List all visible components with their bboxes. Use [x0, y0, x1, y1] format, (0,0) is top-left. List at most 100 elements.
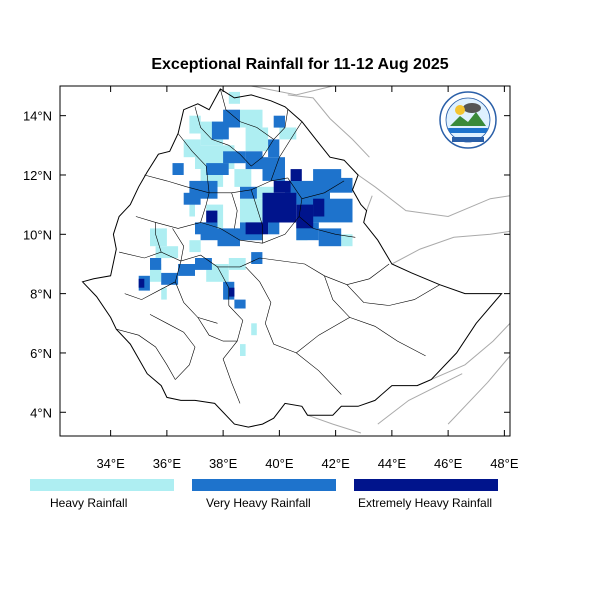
admin-boundary-19	[116, 328, 176, 380]
heavy-rainfall-cell-17	[228, 258, 246, 270]
very-heavy-rainfall-cell-3	[245, 151, 263, 170]
admin-boundary-9	[149, 314, 196, 380]
admin-boundary-20	[217, 266, 230, 306]
very-heavy-rainfall-cell-12	[217, 228, 240, 247]
agency-logo	[439, 91, 497, 149]
neighbor-line-5	[417, 322, 510, 387]
x-tick-label-7: 48°E	[490, 456, 519, 471]
heavy-rainfall-cell-24	[189, 204, 195, 217]
heavy-rainfall-cell-14	[150, 264, 162, 282]
heavy-rainfall-cell-2	[240, 109, 263, 128]
extreme-rainfall-cell-2	[245, 222, 269, 235]
admin-boundary-13	[231, 192, 238, 229]
heavy-rainfall-cell-12	[150, 228, 167, 247]
very-heavy-rainfall-cell-18	[268, 139, 280, 158]
legend-swatch-heavy	[30, 479, 174, 491]
y-tick-label-5: 14°N	[23, 109, 52, 124]
legend-swatch-extreme	[354, 479, 498, 491]
neighbor-line-0	[287, 94, 370, 158]
very-heavy-rainfall-cell-4	[262, 157, 285, 181]
heavy-rainfall-cell-11	[256, 186, 274, 199]
ethiopia-outline	[81, 88, 503, 428]
extreme-rainfall-cell-3	[273, 180, 291, 193]
x-tick-label-2: 38°E	[209, 456, 238, 471]
map-frame	[59, 85, 511, 437]
extreme-rainfall-cell-8	[290, 169, 302, 181]
very-heavy-rainfall-cell-2	[223, 151, 246, 164]
x-tick-label-4: 42°E	[321, 456, 350, 471]
axis-ticks: 34°E 36°E 38°E 40°E 42°E 44°E 46°E 48°E 4°N 6°N 8°…	[23, 86, 519, 471]
admin-boundary-24	[270, 121, 303, 182]
extreme-rainfall-cell-0	[262, 192, 297, 223]
legend-label-heavy: Heavy Rainfall	[50, 496, 128, 510]
x-tick-label-5: 44°E	[378, 456, 407, 471]
admin-boundary-0	[194, 106, 289, 167]
very-heavy-rainfall-cell-20	[150, 258, 162, 270]
admin-boundary-12	[177, 133, 210, 193]
admin-boundary-14	[250, 189, 263, 244]
very-heavy-rainfall-cell-30	[172, 163, 184, 175]
admin-boundary-10	[124, 281, 176, 300]
admin-boundary-21	[155, 222, 162, 253]
extreme-rainfall-cell-6	[228, 287, 235, 297]
y-tick-label-4: 12°N	[23, 168, 52, 183]
admin-boundary-6	[245, 266, 342, 395]
very-heavy-rainfall-cell-17	[273, 115, 285, 128]
heavy-rainfall-cell-15	[161, 287, 167, 300]
neighbor-boundaries	[251, 86, 510, 434]
extreme-rainfall-cell-5	[138, 278, 145, 288]
admin-boundary-15	[324, 275, 426, 357]
very-heavy-rainfall-cell-24	[195, 258, 212, 270]
admin-boundary-1	[144, 174, 288, 194]
heavy-rainfall-cell-6	[189, 115, 201, 134]
heavy-rainfall-cell-20	[240, 344, 246, 356]
admin-boundary-16	[346, 284, 440, 306]
neighbor-line-4	[307, 414, 362, 434]
heavy-rainfall-cell-8	[234, 169, 252, 187]
extreme-rainfall-cell-4	[313, 198, 325, 217]
heavy-rainfall-cell-5	[183, 139, 201, 158]
x-tick-label-1: 36°E	[153, 456, 182, 471]
very-heavy-rainfall-cell-19	[240, 186, 257, 199]
admin-boundary-11	[197, 317, 238, 342]
country-border	[81, 88, 503, 428]
heavy-rainfall-cell-22	[341, 234, 353, 247]
heavy-rainfall-cell-4	[279, 127, 297, 140]
neighbor-line-1	[357, 174, 510, 218]
heavy-rainfall-cell-3	[245, 127, 269, 152]
admin-boundary-23	[200, 192, 210, 223]
very-heavy-rainfall-cell-28	[268, 222, 280, 235]
very-heavy-rainfall-cell-6	[313, 169, 342, 181]
y-tick-label-0: 4°N	[30, 405, 52, 420]
neighbor-line-2	[366, 195, 373, 211]
legend-label-very-heavy: Very Heavy Rainfall	[206, 496, 311, 510]
neighbor-line-6	[377, 373, 463, 425]
admin-boundary-4	[119, 251, 260, 268]
very-heavy-rainfall-cell-16	[223, 109, 240, 128]
x-tick-label-3: 40°E	[265, 456, 294, 471]
admin-boundary-18	[301, 180, 345, 199]
extreme-rainfall-cell-7	[206, 210, 218, 223]
very-heavy-rainfall-cell-22	[161, 272, 179, 285]
y-tick-label-1: 6°N	[30, 346, 52, 361]
very-heavy-rainfall-cell-14	[183, 192, 201, 205]
neighbor-line-3	[391, 230, 510, 265]
extreme-rainfall-cell-1	[296, 204, 314, 229]
x-tick-label-6: 46°E	[434, 456, 463, 471]
y-tick-label-2: 8°N	[30, 287, 52, 302]
legend-swatch-very-heavy	[192, 479, 336, 491]
legend-label-extreme: Extremely Heavy Rainfall	[358, 496, 493, 510]
admin-boundary-8	[222, 305, 244, 404]
map-title: Exceptional Rainfall for 11-12 Aug 2025	[151, 56, 449, 73]
very-heavy-rainfall-cell-10	[318, 228, 342, 247]
very-heavy-rainfall-cell-29	[195, 222, 207, 235]
admin-boundary-22	[220, 88, 274, 140]
admin-boundaries	[116, 88, 440, 404]
x-tick-label-0: 34°E	[96, 456, 125, 471]
heavy-rainfall-cell-13	[155, 246, 179, 259]
heavy-rainfall-cell-18	[189, 240, 201, 253]
very-heavy-rainfall-cell-1	[206, 163, 229, 175]
neighbor-line-7	[447, 355, 510, 425]
admin-boundary-17	[296, 317, 350, 354]
